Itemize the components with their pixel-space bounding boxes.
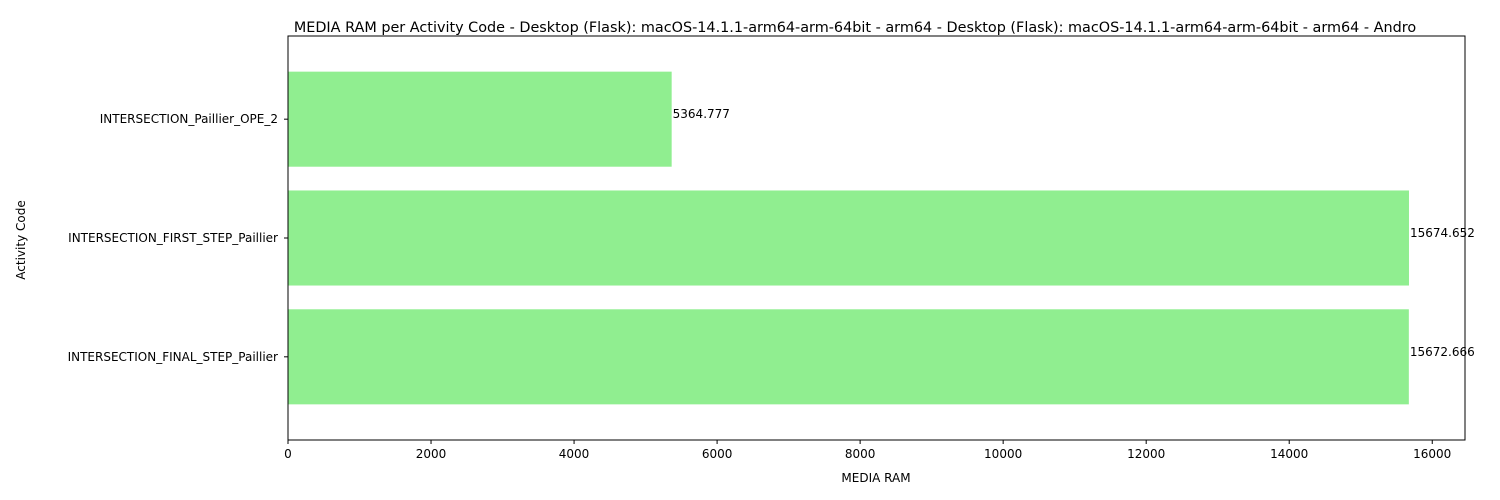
y-tick-label-2: INTERSECTION_FIRST_STEP_Paillier [68, 231, 278, 245]
x-tick-label-7: 12000 [1127, 447, 1165, 461]
bar-2 [288, 190, 1409, 286]
x-tick-label-9: 16000 [1413, 447, 1451, 461]
x-tick-label-8: 14000 [1270, 447, 1308, 461]
y-axis-label: Activity Code [14, 200, 28, 279]
x-tick-label-5: 8000 [845, 447, 876, 461]
data-label-1: 5364.777 [673, 107, 730, 121]
bars-layer [288, 71, 1409, 405]
x-axis-ticks: 0 2000 4000 6000 8000 10000 12000 14000 16000 [284, 440, 1451, 461]
y-axis-ticks: INTERSECTION_Paillier_OPE_2 INTERSECTION_… [68, 112, 288, 364]
data-label-3: 15672.666 [1410, 345, 1475, 359]
x-tick-label-3: 4000 [559, 447, 590, 461]
x-tick-label-1: 0 [284, 447, 292, 461]
bar-3 [288, 309, 1409, 405]
x-tick-label-2: 2000 [416, 447, 447, 461]
x-tick-label-4: 6000 [702, 447, 733, 461]
y-tick-label-1: INTERSECTION_Paillier_OPE_2 [100, 112, 278, 126]
x-tick-label-6: 10000 [984, 447, 1022, 461]
y-tick-label-3: INTERSECTION_FINAL_STEP_Paillier [68, 350, 278, 364]
bar-1 [288, 71, 672, 167]
data-label-2: 15674.652 [1410, 226, 1475, 240]
chart-title: MEDIA RAM per Activity Code - Desktop (F… [294, 20, 1417, 36]
data-labels-layer: 5364.777 15674.652 15672.666 [673, 107, 1475, 359]
x-axis-label: MEDIA RAM [841, 471, 910, 485]
